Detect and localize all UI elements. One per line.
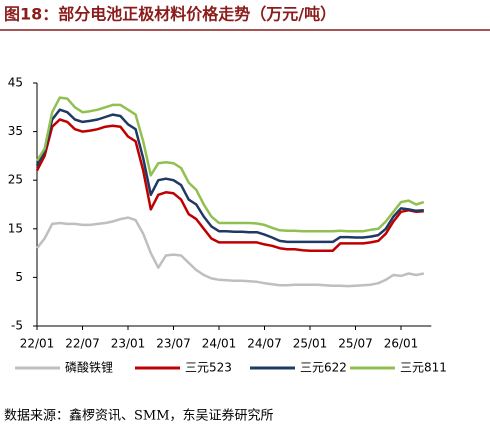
- y-tick-label: -5: [11, 319, 23, 333]
- source-note: 数据来源：鑫椤资讯、SMM，东吴证券研究所: [4, 408, 274, 424]
- series-line: [36, 216, 425, 288]
- x-tick-label: 24/07: [247, 337, 282, 351]
- y-tick-label: 25: [8, 173, 23, 187]
- y-tick-label: 45: [8, 76, 23, 90]
- series-line: [35, 96, 425, 233]
- legend-label: 三元622: [300, 361, 347, 375]
- legend-label: 磷酸铁锂: [65, 360, 113, 375]
- series-line: [35, 118, 424, 252]
- y-tick-label: 15: [8, 221, 23, 235]
- x-tick-label: 25/01: [293, 337, 328, 351]
- x-tick-label: 24/01: [202, 337, 237, 351]
- chart-title: 图18：部分电池正极材料价格走势（万元/吨）: [4, 5, 336, 24]
- series-line: [35, 108, 424, 244]
- legend-label: 三元523: [185, 361, 232, 375]
- x-tick-label: 23/07: [156, 337, 191, 351]
- x-tick-label: 26/01: [384, 337, 419, 351]
- y-tick-label: 5: [15, 270, 23, 284]
- y-tick-label: 35: [8, 124, 23, 138]
- x-tick-label: 22/07: [65, 337, 100, 351]
- legend-label: 三元811: [400, 361, 447, 375]
- x-tick-label: 25/07: [338, 337, 373, 351]
- x-tick-label: 22/01: [20, 337, 55, 351]
- x-tick-label: 23/01: [111, 337, 146, 351]
